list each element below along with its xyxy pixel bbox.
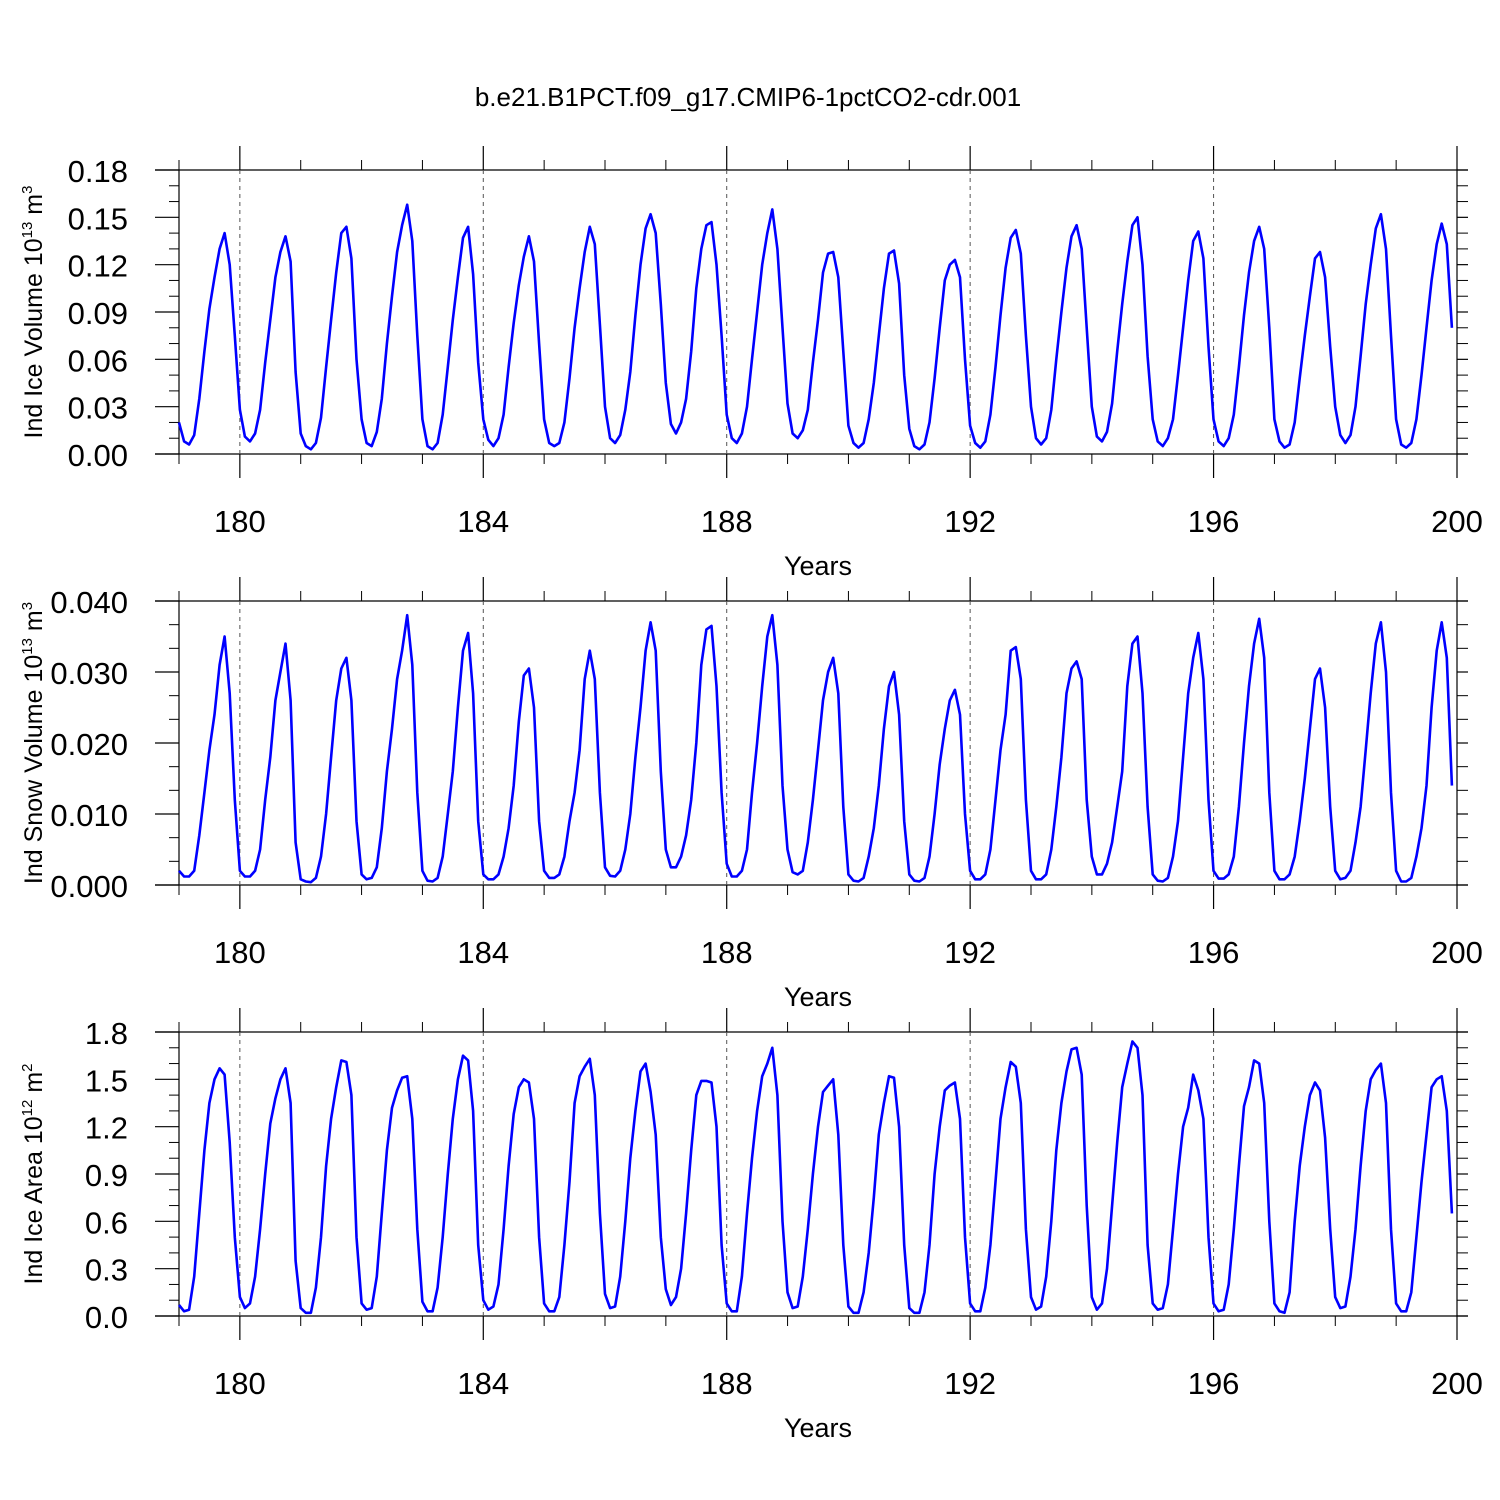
panel-3: 180 184 188 192 196 200 0.0 0.3 0.6 0.9 1.2 1.5 1.8 Y… bbox=[19, 1008, 1483, 1443]
x-tick-label: 184 bbox=[457, 504, 509, 539]
x-tick-label: 192 bbox=[944, 504, 996, 539]
panels: 180 184 188 192 196 200 0.00 0.03 0.06 0.09 0.12 0.… bbox=[19, 146, 1483, 1443]
x-tick-label: 180 bbox=[214, 1366, 266, 1401]
y-tick-label: 1.8 bbox=[85, 1016, 128, 1051]
x-tick-label: 180 bbox=[214, 935, 266, 970]
y-tick-label: 0.06 bbox=[68, 343, 128, 378]
x-axis-label: Years bbox=[784, 1413, 852, 1443]
y-tick-label: 0.15 bbox=[68, 201, 128, 236]
y-tick-label: 0.0 bbox=[85, 1300, 128, 1335]
x-tick-label: 184 bbox=[457, 935, 509, 970]
panel-1: 180 184 188 192 196 200 0.00 0.03 0.06 0.09 0.12 0.… bbox=[19, 146, 1483, 581]
y-tick-label: 0.18 bbox=[68, 154, 128, 189]
x-axis-label: Years bbox=[784, 982, 852, 1012]
figure-title: b.e21.B1PCT.f09_g17.CMIP6-1pctCO2-cdr.00… bbox=[475, 82, 1021, 112]
panel-2: 180 184 188 192 196 200 0.000 0.010 0.020 0.030 0.… bbox=[19, 577, 1483, 1012]
y-tick-label: 0.12 bbox=[68, 249, 128, 284]
x-tick-label: 192 bbox=[944, 935, 996, 970]
y-tick-label: 1.5 bbox=[85, 1063, 128, 1098]
y-tick-label: 1.2 bbox=[85, 1111, 128, 1146]
x-tick-label: 188 bbox=[701, 1366, 753, 1401]
x-tick-label: 200 bbox=[1431, 935, 1483, 970]
y-tick-label: 0.9 bbox=[85, 1158, 128, 1193]
y-tick-label: 0.030 bbox=[50, 656, 128, 691]
y-tick-label: 0.3 bbox=[85, 1253, 128, 1288]
y-tick-label: 0.010 bbox=[50, 798, 128, 833]
series-line bbox=[177, 203, 1454, 451]
y-tick-label: 0.000 bbox=[50, 869, 128, 904]
x-tick-label: 196 bbox=[1188, 1366, 1240, 1401]
x-tick-label: 192 bbox=[944, 1366, 996, 1401]
series-line bbox=[177, 1040, 1454, 1315]
y-tick-label: 0.03 bbox=[68, 391, 128, 426]
y-axis-label: Ind Ice Area 1012 m2 bbox=[19, 1064, 48, 1285]
x-tick-label: 188 bbox=[701, 935, 753, 970]
y-tick-label: 0.09 bbox=[68, 296, 128, 331]
y-tick-label: 0.00 bbox=[68, 438, 128, 473]
x-axis-label: Years bbox=[784, 551, 852, 581]
x-tick-label: 196 bbox=[1188, 935, 1240, 970]
y-axis-label: Ind Snow Volume 1013 m3 bbox=[19, 602, 48, 884]
x-tick-label: 200 bbox=[1431, 504, 1483, 539]
x-tick-label: 188 bbox=[701, 504, 753, 539]
series-line bbox=[178, 613, 1454, 884]
x-tick-label: 184 bbox=[457, 1366, 509, 1401]
y-axis-label: Ind Ice Volume 1013 m3 bbox=[19, 186, 48, 439]
y-tick-label: 0.020 bbox=[50, 727, 128, 762]
y-tick-label: 0.040 bbox=[50, 585, 128, 620]
x-tick-label: 196 bbox=[1188, 504, 1240, 539]
x-tick-label: 180 bbox=[214, 504, 266, 539]
x-tick-label: 200 bbox=[1431, 1366, 1483, 1401]
y-tick-label: 0.6 bbox=[85, 1205, 128, 1240]
